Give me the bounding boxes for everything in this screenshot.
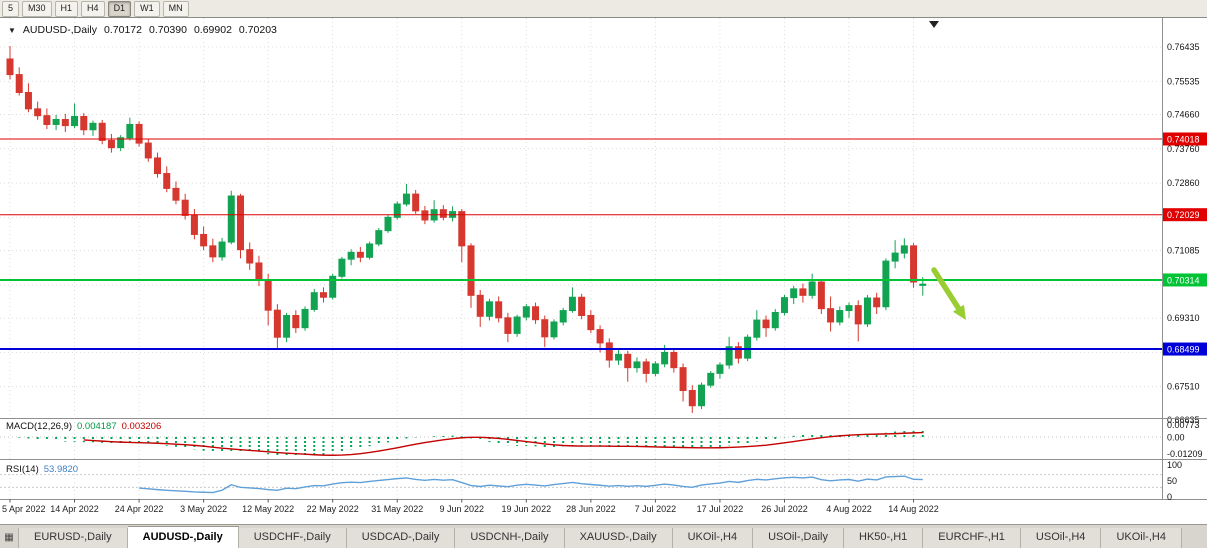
price-axis-label: 0.67510	[1167, 382, 1200, 392]
rsi-indicator-label: RSI(14) 53.9820	[6, 464, 78, 475]
rsi-axis-label: 0	[1167, 492, 1172, 502]
chart-area: 0.76435 0.75535 0.74660 0.73760 0.72860 0.710…	[0, 18, 1207, 524]
macd-histogram	[18, 430, 924, 457]
macd-axis-label: 0.00773	[1167, 420, 1200, 430]
date-axis-label: 7 Jul 2022	[635, 504, 677, 514]
rsi-axis-label: 50	[1167, 476, 1177, 486]
timeframe-button-5[interactable]: 5	[2, 0, 20, 17]
ohlc-low: 0.69902	[193, 24, 232, 36]
macd-signal-line	[83, 431, 923, 456]
date-axis-label: 31 May 2022	[371, 504, 423, 514]
date-axis-label: 14 Apr 2022	[50, 504, 99, 514]
symbol-dropdown-icon[interactable]: ▼	[8, 25, 16, 35]
chart-tab-hk50-h1[interactable]: HK50-,H1	[844, 528, 924, 548]
date-axis-label: 9 Jun 2022	[440, 504, 485, 514]
timeframe-button-mn[interactable]: MN	[162, 0, 189, 17]
price-badge-0.74018	[1163, 132, 1207, 146]
chart-symbol-label: AUDUSD-,Daily	[22, 24, 98, 36]
svg-text:0.70314: 0.70314	[1167, 275, 1200, 285]
ohlc-close: 0.70203	[238, 24, 277, 36]
date-axis-label: 3 May 2022	[180, 504, 227, 514]
rsi-name: RSI(14)	[6, 464, 39, 475]
rsi-line	[139, 475, 923, 494]
svg-text:0.74018: 0.74018	[1167, 134, 1200, 144]
rsi-value: 53.9820	[43, 464, 79, 475]
svg-text:0.68499: 0.68499	[1167, 345, 1200, 355]
macd-name: MACD(12,26,9)	[6, 421, 72, 432]
chart-tab-usdcad-daily[interactable]: USDCAD-,Daily	[346, 528, 456, 548]
price-axis-label: 0.69310	[1167, 313, 1200, 323]
date-axis-label: 14 Aug 2022	[888, 504, 939, 514]
price-badge-0.72029	[1163, 208, 1207, 222]
price-axis-label: 0.66635	[1167, 415, 1200, 425]
timeframe-button-h1[interactable]: H1	[54, 0, 79, 17]
date-axis-label: 4 Aug 2022	[826, 504, 872, 514]
candles-group	[6, 46, 927, 413]
price-axis-label: 0.76435	[1167, 42, 1200, 52]
date-axis-label: 17 Jul 2022	[697, 504, 744, 514]
chart-tab-xauusd-daily[interactable]: XAUUSD-,Daily	[564, 528, 673, 548]
date-axis-label: 24 Apr 2022	[115, 504, 164, 514]
date-axis-label: 5 Apr 2022	[2, 504, 46, 514]
svg-text:0.72029: 0.72029	[1167, 210, 1200, 220]
timeframe-button-h4[interactable]: H4	[81, 0, 105, 17]
chart-tab-eurusd-daily[interactable]: EURUSD-,Daily	[19, 528, 128, 548]
macd-axis-label: -0.01209	[1167, 449, 1203, 459]
price-axis-label: 0.71085	[1167, 246, 1200, 256]
chart-title: ▼ AUDUSD-,Daily 0.70172 0.70390 0.69902 …	[8, 24, 277, 36]
chart-shift-marker[interactable]	[929, 21, 939, 28]
chart-tab-usoil-daily[interactable]: USOil-,Daily	[753, 528, 844, 548]
chart-tab-ukoil-h4[interactable]: UKOil-,H4	[672, 528, 754, 548]
rsi-axis-label: 100	[1167, 460, 1182, 470]
price-badge-0.68499	[1163, 342, 1207, 356]
price-badge-0.70314	[1163, 273, 1207, 287]
chart-tab-usdcnh-daily[interactable]: USDCNH-,Daily	[455, 528, 565, 548]
macd-signal-value: 0.003206	[121, 421, 162, 432]
timeframe-button-d1[interactable]: D1	[107, 0, 132, 17]
timeframe-button-m30[interactable]: M30	[22, 0, 52, 17]
chart-tab-eurchf-h1[interactable]: EURCHF-,H1	[923, 528, 1021, 548]
date-axis-label: 19 Jun 2022	[502, 504, 552, 514]
macd-indicator-label: MACD(12,26,9) 0.004187 0.003206	[6, 421, 161, 432]
price-axis-label: 0.75535	[1167, 76, 1200, 86]
price-axis-label: 0.73760	[1167, 144, 1200, 154]
timeframe-toolbar: 5 M30 H1 H4 D1 W1 MN	[0, 0, 1207, 18]
chart-tab-usoil-h4[interactable]: USOil-,H4	[1020, 528, 1102, 548]
price-axis-label: 0.74660	[1167, 110, 1200, 120]
price-axis-label: 0.72860	[1167, 178, 1200, 188]
timeframe-button-w1[interactable]: W1	[134, 0, 160, 17]
macd-axis-label: 0.00	[1167, 433, 1185, 443]
date-axis-label: 22 May 2022	[307, 504, 359, 514]
date-axis-label: 28 Jun 2022	[566, 504, 616, 514]
bearish-arrow-head[interactable]	[952, 304, 966, 320]
ohlc-high: 0.70390	[148, 24, 187, 36]
chart-tabs-bar: ▦ EURUSD-,Daily AUDUSD-,Daily USDCHF-,Daily…	[0, 524, 1207, 548]
chart-tab-audusd-daily[interactable]: AUDUSD-,Daily	[127, 526, 239, 548]
macd-main-value: 0.004187	[77, 421, 117, 432]
chart-tab-ukoil-h4[interactable]: UKOil-,H4	[1101, 528, 1182, 548]
price-chart-canvas[interactable]: 0.76435 0.75535 0.74660 0.73760 0.72860 0.710…	[0, 18, 1207, 524]
bearish-arrow-annotation[interactable]	[931, 267, 962, 311]
date-axis-label: 12 May 2022	[242, 504, 294, 514]
ohlc-open: 0.70172	[104, 24, 142, 36]
tab-list-button[interactable]: ▦	[0, 528, 19, 548]
chart-tab-usdchf-daily[interactable]: USDCHF-,Daily	[238, 528, 347, 548]
date-axis-label: 26 Jul 2022	[761, 504, 808, 514]
